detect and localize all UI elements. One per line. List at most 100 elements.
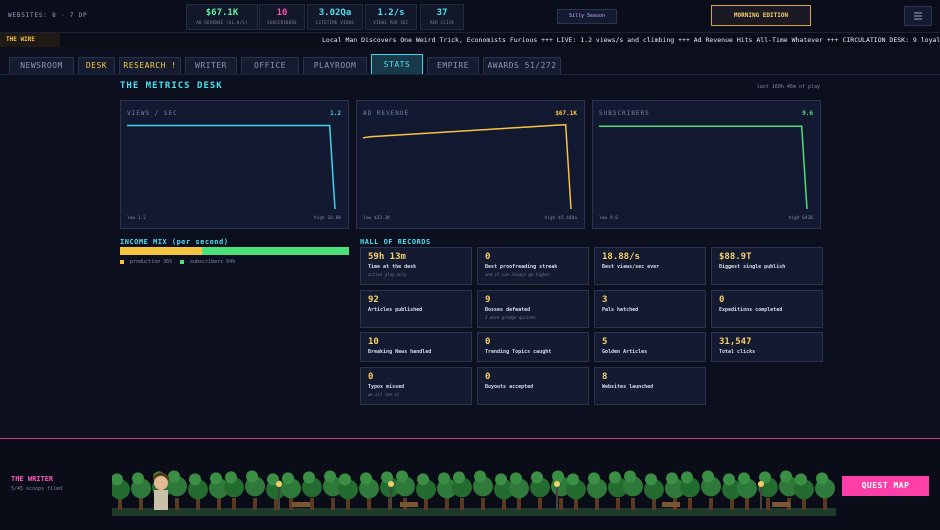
tree-trunk xyxy=(331,498,335,510)
record-note: 3 more grudge quizzes xyxy=(485,315,536,320)
tree-trunk xyxy=(823,498,827,510)
wire-ticker: Local Man Discovers One Weird Trick, Eco… xyxy=(322,36,940,44)
record-label: Breaking News handled xyxy=(368,349,432,355)
tree-crown xyxy=(396,470,408,483)
tab[interactable]: WRITER xyxy=(185,57,237,75)
edition-button[interactable]: MORNING EDITION xyxy=(711,5,811,26)
tab[interactable]: NEWSROOM xyxy=(9,57,74,75)
websites: WEBSITES: 8 · 7 DP xyxy=(8,12,88,19)
wire-bar xyxy=(0,33,940,47)
chart-high: high 642B xyxy=(789,215,814,221)
tab[interactable]: DESK xyxy=(78,57,115,75)
legend-swatch xyxy=(180,260,184,264)
tree-crown xyxy=(417,473,429,486)
tree-crown xyxy=(816,472,828,485)
chart-current: $67.1K xyxy=(555,110,577,117)
quest-map-button[interactable]: QUEST MAP xyxy=(842,476,929,496)
stat: $67.1K AD REVENUE ($1.0/S) xyxy=(186,4,258,30)
metrics-subtitle: last 160h 46m of play xyxy=(756,84,820,90)
income-title: INCOME MIX (per second) xyxy=(120,238,229,246)
sparkline: VIEWS / SEC 1.2 low 1.2 high 18.88 xyxy=(127,110,341,221)
record-card: 18.88/s Best views/sec ever xyxy=(594,247,706,285)
record-value: 31,547 xyxy=(719,337,752,347)
tree-crown xyxy=(246,470,258,483)
lamp-post xyxy=(760,484,762,510)
tree-trunk xyxy=(652,498,656,510)
tree-trunk xyxy=(481,498,485,510)
tree-trunk xyxy=(118,498,122,510)
chart-current: 9.6 xyxy=(802,110,813,117)
lamp-light xyxy=(758,481,764,487)
mix-segment xyxy=(120,247,203,255)
legend-label: production 36% xyxy=(130,259,173,265)
tree-trunk xyxy=(445,498,449,510)
tree-crown xyxy=(112,473,123,486)
record-value: 0 xyxy=(485,372,491,382)
stat-value: $67.1K xyxy=(205,8,239,18)
tree-crown xyxy=(795,473,807,486)
sparkline: AD REVENUE $67.1K low $33.3K high $5.44Qa xyxy=(362,110,577,221)
record-label: Pals hatched xyxy=(602,307,639,313)
stat: 3.02Qa LIFETIME VIEWS xyxy=(307,4,363,30)
record-label: Golden Articles xyxy=(602,349,648,355)
tree-crown xyxy=(681,471,693,484)
tree-trunk xyxy=(502,498,506,510)
menu-button[interactable] xyxy=(904,6,932,26)
tree-trunk xyxy=(730,498,734,510)
chart-low: low 1.2 xyxy=(127,215,146,221)
tree-crown xyxy=(495,473,507,486)
tree-crown xyxy=(453,471,465,484)
legend-label: subscribers 64% xyxy=(190,259,236,265)
tab[interactable]: EMPIRE xyxy=(427,57,479,75)
record-label: Total clicks xyxy=(719,349,756,355)
tree-crown xyxy=(666,472,678,485)
stat-label: AD REVENUE ($1.0/S) xyxy=(196,20,248,25)
tree-crown xyxy=(132,472,144,485)
record-value: 0 xyxy=(368,372,374,382)
tree-crown xyxy=(360,472,372,485)
tree-trunk xyxy=(460,498,464,510)
tab[interactable]: RESEARCH ! xyxy=(119,57,181,75)
record-label: Websites launched xyxy=(602,384,654,390)
writer-hair xyxy=(153,472,169,481)
bench xyxy=(772,502,790,507)
tree-crown xyxy=(624,470,636,483)
tree-crown xyxy=(339,473,351,486)
tree-crown xyxy=(303,471,315,484)
record-value: 3 xyxy=(602,295,608,305)
tab[interactable]: OFFICE xyxy=(241,57,299,75)
record-value: 10 xyxy=(368,337,379,347)
lamp-light xyxy=(554,481,560,487)
tree-crown xyxy=(567,473,579,486)
tree-trunk xyxy=(559,498,563,510)
tree-crown xyxy=(210,472,222,485)
record-card: 3 Pals hatched xyxy=(594,290,706,328)
tree-trunk xyxy=(139,498,143,510)
record-card: 0 Best proofreading streak and it can alwa… xyxy=(477,247,589,285)
record-label: Time at the desk xyxy=(368,264,417,270)
tree-trunk xyxy=(175,498,179,510)
record-label: Trending Topics caught xyxy=(485,349,552,355)
record-value: 59h 13m xyxy=(368,252,406,262)
record-card: $88.9T Biggest single publish xyxy=(711,247,823,285)
tree-trunk xyxy=(289,498,293,510)
tab[interactable]: AWARDS 51/272 xyxy=(483,57,561,75)
tree-trunk xyxy=(253,498,257,510)
tree-crown xyxy=(267,473,279,486)
tree-trunk xyxy=(802,498,806,510)
record-label: Best proofreading streak xyxy=(485,264,558,270)
tree-crown xyxy=(702,470,714,483)
record-value: 5 xyxy=(602,337,608,347)
tree-trunk xyxy=(766,498,770,510)
tree-trunk xyxy=(196,498,200,510)
season-badge[interactable]: Silly Season xyxy=(557,9,617,24)
tab[interactable]: STATS xyxy=(371,54,423,75)
tree-trunk xyxy=(232,498,236,510)
tab[interactable]: PLAYROOM xyxy=(303,57,367,75)
lamp-post xyxy=(556,484,558,510)
chart-current: 1.2 xyxy=(330,110,341,117)
stat-value: 1.2/s xyxy=(377,8,405,18)
sparkline-line xyxy=(127,124,336,210)
tree-crown xyxy=(189,473,201,486)
